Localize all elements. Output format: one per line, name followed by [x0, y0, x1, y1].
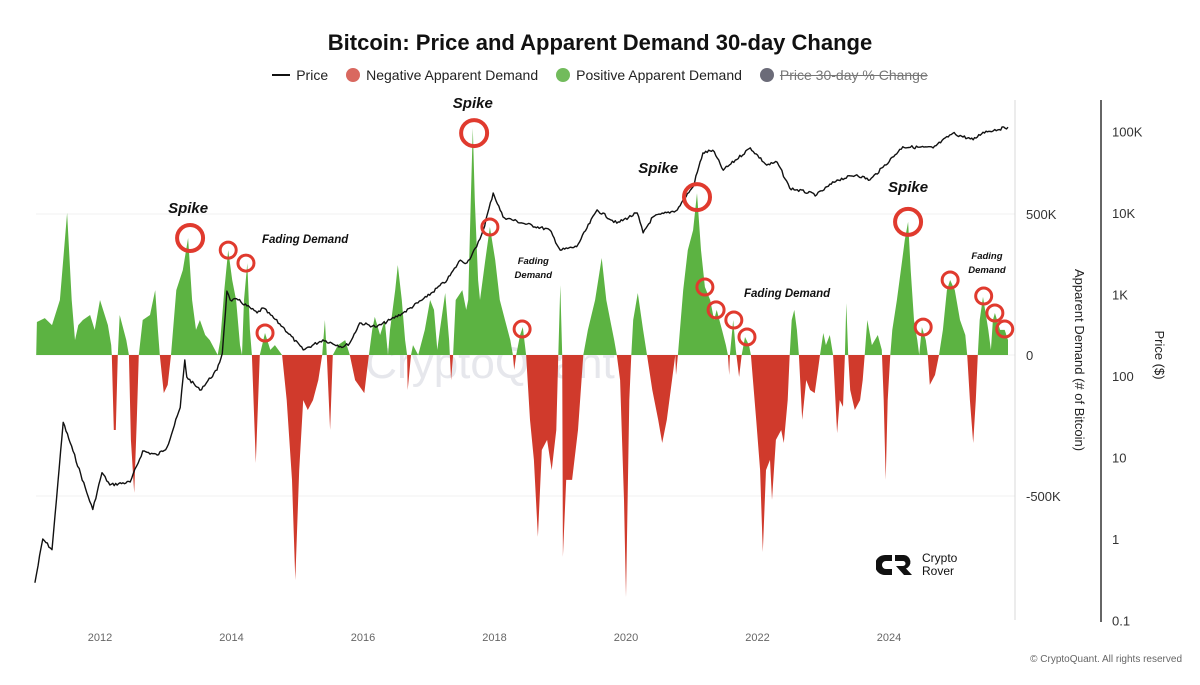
highlight-circle — [512, 319, 532, 339]
highlight-circle — [724, 310, 744, 330]
y-left-tick-label: 0 — [1026, 348, 1033, 363]
fading-demand-label: Fading — [518, 256, 549, 267]
legend-item-price[interactable]: Price — [272, 67, 328, 83]
y-right-tick-label: 100K — [1112, 125, 1143, 140]
legend-item-price-change[interactable]: Price 30-day % Change — [759, 67, 928, 83]
y-right-tick-label: 1 — [1112, 532, 1119, 547]
x-tick-label: 2024 — [877, 632, 901, 644]
dot-marker-icon — [346, 68, 361, 82]
y-right-tick-label: 10 — [1112, 451, 1126, 466]
logo-line2: Rover — [922, 564, 955, 578]
logo-line1: Crypto — [922, 551, 958, 565]
dot-marker-icon — [759, 68, 774, 82]
copyright: © CryptoQuant. All rights reserved — [1030, 654, 1182, 665]
y-right-axis-title: Price ($) — [1152, 330, 1167, 379]
spike-label: Spike — [888, 179, 928, 196]
highlight-circle — [480, 217, 500, 237]
highlight-circle — [995, 319, 1015, 339]
highlight-circle — [682, 182, 713, 213]
legend-label: Price 30-day % Change — [779, 67, 928, 83]
legend-label: Price — [296, 67, 329, 83]
price-line — [34, 126, 1009, 583]
highlight-circle — [236, 253, 256, 273]
highlight-circle — [913, 317, 933, 337]
spike-label: Spike — [453, 95, 493, 112]
x-tick-label: 2014 — [219, 632, 243, 644]
fading-demand-label: Fading — [971, 251, 1002, 262]
highlight-circle — [974, 286, 994, 306]
highlight-circle — [893, 206, 924, 237]
positive-demand-area — [36, 128, 1009, 355]
fading-demand-label: Fading Demand — [744, 288, 831, 300]
legend-item-positive[interactable]: Positive Apparent Demand — [556, 67, 742, 83]
y-right-tick-label: 1K — [1112, 288, 1128, 303]
legend-label: Negative Apparent Demand — [366, 67, 539, 83]
highlight-circle — [940, 270, 960, 290]
highlight-circle — [255, 323, 275, 343]
y-right-tick-label: 10K — [1112, 206, 1135, 221]
negative-demand-area — [36, 355, 1009, 597]
highlight-circle — [695, 277, 715, 297]
y-left-tick-label: 500K — [1026, 207, 1057, 222]
x-tick-label: 2018 — [482, 632, 506, 644]
highlight-circle — [985, 303, 1005, 323]
highlight-circle — [706, 300, 726, 320]
chart-title: Bitcoin: Price and Apparent Demand 30-da… — [327, 30, 873, 55]
line-marker-icon — [272, 74, 291, 76]
cr-logo-icon — [876, 555, 912, 575]
legend: Price Negative Apparent Demand Positive … — [0, 67, 1200, 83]
x-tick-label: 2016 — [351, 632, 375, 644]
spike-label: Spike — [638, 160, 678, 177]
highlight-circle — [459, 118, 490, 149]
legend-label: Positive Apparent Demand — [576, 67, 742, 83]
y-right-tick-label: 0.1 — [1112, 614, 1130, 629]
fading-demand-label: Demand — [515, 270, 553, 281]
y-left-tick-label: -500K — [1026, 489, 1061, 504]
x-tick-label: 2020 — [614, 632, 638, 644]
spike-label: Spike — [168, 200, 208, 217]
dot-marker-icon — [556, 68, 571, 82]
y-right-tick-label: 100 — [1112, 369, 1134, 384]
fading-demand-label: Demand — [968, 265, 1006, 276]
highlight-circle — [218, 240, 238, 260]
legend-item-negative[interactable]: Negative Apparent Demand — [346, 67, 538, 83]
y-left-axis-title: Apparent Demand (# of Bitcoin) — [1072, 269, 1087, 451]
fading-demand-label: Fading Demand — [262, 234, 349, 246]
x-tick-label: 2012 — [88, 632, 112, 644]
x-tick-label: 2022 — [745, 632, 769, 644]
crypto-rover-logo: Crypto Rover — [876, 552, 957, 578]
highlight-circle — [175, 222, 206, 253]
highlight-circle — [737, 327, 757, 347]
